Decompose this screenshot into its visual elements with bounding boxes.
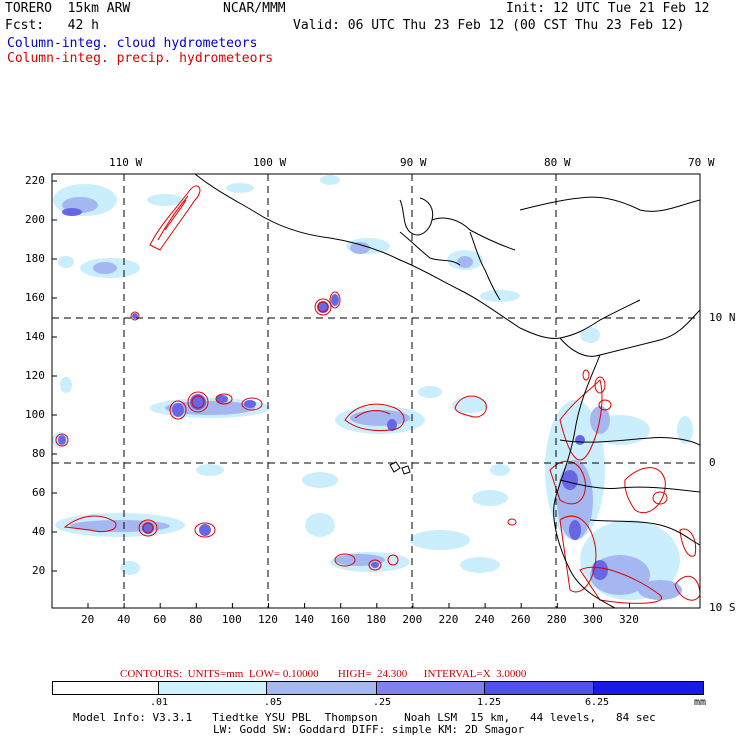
lon-label-70w: 70 W <box>688 156 715 169</box>
x-tick-label: 140 <box>294 613 314 626</box>
colorbar-segment <box>484 682 594 694</box>
x-tick-label: 100 <box>221 613 242 626</box>
y-tick-label: 200 <box>25 213 45 226</box>
colorbar <box>52 681 704 695</box>
y-tick-label: 20 <box>32 564 46 577</box>
x-tick-label: 260 <box>510 613 531 626</box>
colorbar-segment <box>376 682 485 694</box>
forecast-hour: Fcst: 42 h <box>5 18 99 33</box>
hydrometeor-fields <box>52 174 700 608</box>
model-info-line1: Model Info: V3.3.1 Tiedtke YSU PBL Thomp… <box>73 711 656 724</box>
lon-label-90w: 90 W <box>400 156 427 169</box>
lat-label-10n: 10 N <box>709 311 736 324</box>
lat-label-0: 0 <box>709 456 716 469</box>
y-tick-label: 180 <box>25 252 45 265</box>
colorbar-segment <box>53 682 160 694</box>
y-tick-label: 100 <box>25 408 45 421</box>
colorbar-segment <box>159 682 268 694</box>
x-tick-label: 220 <box>438 613 459 626</box>
y-tick-label: 160 <box>25 291 45 304</box>
y-tick-label: 220 <box>25 174 45 187</box>
lon-label-100w: 100 W <box>253 156 287 169</box>
x-tick-label: 120 <box>258 613 278 626</box>
colorbar-label-625: 6.25 <box>585 697 610 708</box>
field-precip-label: Column-integ. precip. hydrometeors <box>7 51 274 66</box>
lon-label-80w: 80 W <box>544 156 571 169</box>
x-tick-label: 300 <box>582 613 603 626</box>
contour-info: CONTOURS: UNITS=mm LOW= 0.10000 HIGH= 24… <box>120 668 527 680</box>
y-tick-label: 40 <box>32 525 46 538</box>
x-tick-label: 180 <box>366 613 387 626</box>
init-time: Init: 12 UTC Tue 21 Feb 12 <box>506 1 710 16</box>
x-tick-label: 20 <box>81 613 95 626</box>
y-tick-label: 140 <box>25 330 45 343</box>
y-tick-label: 80 <box>32 447 46 460</box>
lon-label-110w: 110 W <box>109 156 143 169</box>
colorbar-segment <box>267 682 377 694</box>
x-tick-label: 160 <box>330 613 351 626</box>
colorbar-segment <box>593 682 703 694</box>
colorbar-label-025: .25 <box>373 697 392 708</box>
x-tick-label: 80 <box>189 613 203 626</box>
colorbar-label-125: 1.25 <box>477 697 502 708</box>
lat-label-10s: 10 S <box>709 601 736 614</box>
x-tick-label: 240 <box>474 613 495 626</box>
x-tick-label: 280 <box>546 613 567 626</box>
model-name: TORERO 15km ARW <box>5 1 131 16</box>
map-frame-border <box>51 173 701 609</box>
x-tick-label: 60 <box>153 613 167 626</box>
x-tick-label: 40 <box>117 613 131 626</box>
colorbar-units: mm <box>694 697 707 708</box>
model-info-line2: LW: Godd SW: Goddard DIFF: simple KM: 2D… <box>213 723 525 736</box>
y-tick-label: 120 <box>25 369 45 382</box>
valid-time: Valid: 06 UTC Thu 23 Feb 12 (00 CST Thu … <box>293 18 685 33</box>
organization: NCAR/MMM <box>223 1 286 16</box>
field-cloud-label: Column-integ. cloud hydrometeors <box>7 36 258 51</box>
colorbar-label-001: .01 <box>150 697 169 708</box>
x-tick-label: 200 <box>402 613 423 626</box>
x-tick-label: 320 <box>619 613 639 626</box>
y-tick-label: 60 <box>32 486 46 499</box>
colorbar-label-005: .05 <box>264 697 283 708</box>
